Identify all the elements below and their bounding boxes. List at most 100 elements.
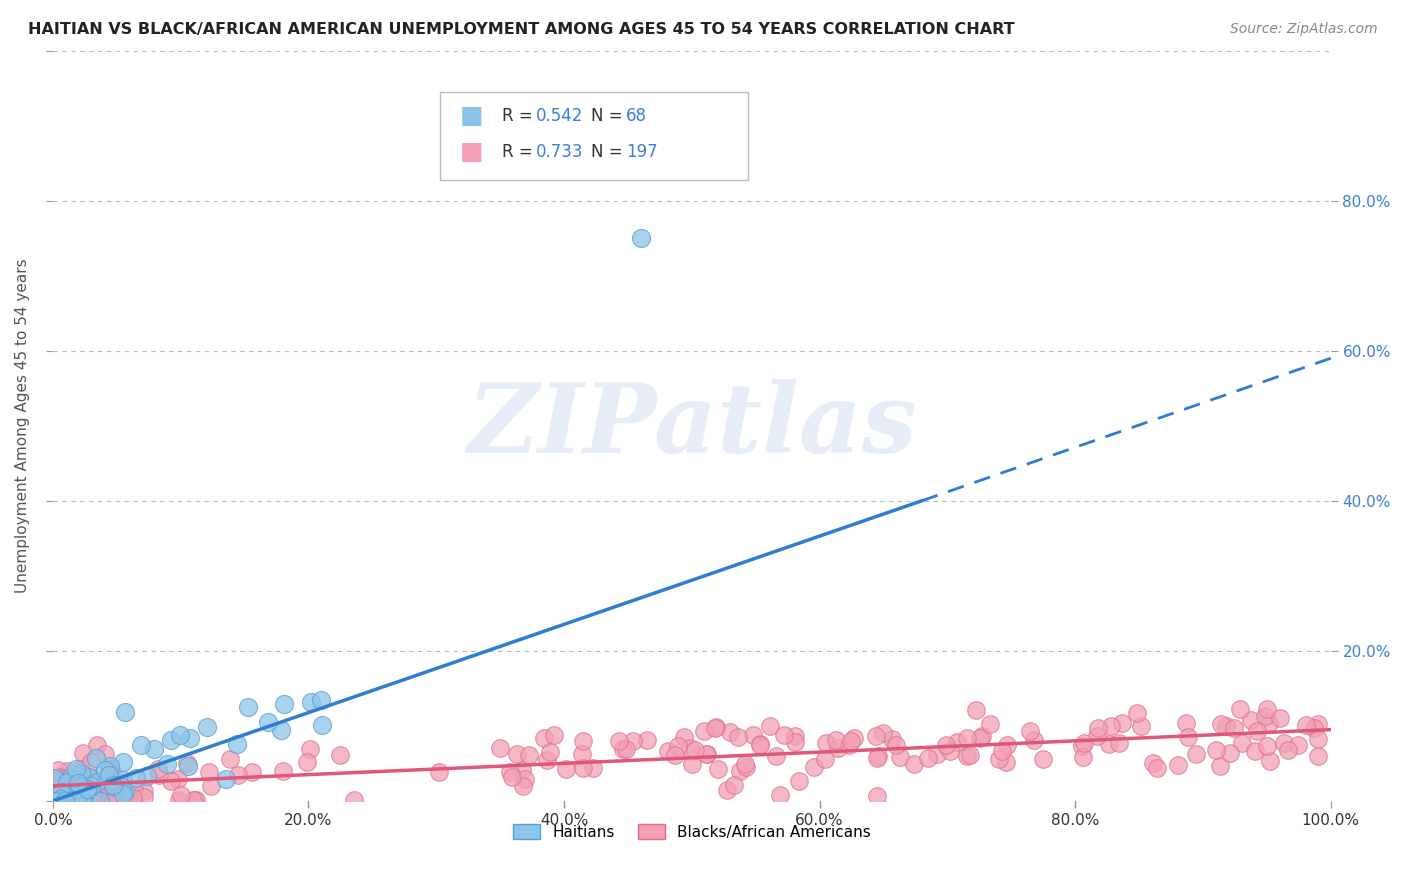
Point xyxy=(988,752,1011,766)
Point xyxy=(1268,711,1291,725)
Point xyxy=(84,751,107,765)
Point xyxy=(995,739,1018,753)
Point xyxy=(1295,718,1317,732)
Point xyxy=(1240,713,1263,727)
Point xyxy=(695,747,717,761)
Point xyxy=(238,699,260,714)
Point xyxy=(995,755,1018,769)
Point xyxy=(98,759,121,773)
Point xyxy=(200,779,222,793)
Point xyxy=(1215,719,1237,733)
Point xyxy=(58,794,80,808)
Point xyxy=(748,738,770,752)
Legend: Haitians, Blacks/African Americans: Haitians, Blacks/African Americans xyxy=(506,818,877,846)
Point xyxy=(91,789,114,803)
Point xyxy=(727,730,749,744)
Point xyxy=(838,738,860,752)
Text: HAITIAN VS BLACK/AFRICAN AMERICAN UNEMPLOYMENT AMONG AGES 45 TO 54 YEARS CORRELA: HAITIAN VS BLACK/AFRICAN AMERICAN UNEMPL… xyxy=(28,22,1015,37)
Point xyxy=(621,734,644,748)
Point xyxy=(965,702,987,716)
Point xyxy=(1126,706,1149,720)
Point xyxy=(1219,746,1241,760)
Point xyxy=(872,726,894,740)
Point xyxy=(179,731,201,745)
Point xyxy=(979,716,1001,731)
Point xyxy=(82,787,104,801)
Point xyxy=(1209,717,1232,731)
Point xyxy=(114,793,136,807)
Point xyxy=(46,773,69,788)
Point xyxy=(156,757,179,772)
Point xyxy=(98,761,121,775)
Point xyxy=(45,794,67,808)
Point xyxy=(1071,750,1094,764)
Point xyxy=(1306,749,1329,764)
Point xyxy=(169,793,191,807)
Point xyxy=(664,747,686,762)
Text: R =: R = xyxy=(502,107,538,125)
Point xyxy=(903,756,925,771)
Point xyxy=(783,735,806,749)
Point xyxy=(82,793,104,807)
Point xyxy=(257,715,280,730)
Point xyxy=(614,742,637,756)
Point xyxy=(226,737,249,751)
Point xyxy=(814,736,837,750)
Point xyxy=(45,785,67,799)
Point xyxy=(114,784,136,798)
Point xyxy=(1246,723,1268,738)
Point xyxy=(1306,717,1329,731)
Point xyxy=(112,772,135,787)
Point xyxy=(146,762,169,776)
Point xyxy=(77,786,100,800)
Point xyxy=(132,784,155,798)
Point xyxy=(148,767,170,781)
Point xyxy=(1223,721,1246,735)
Point xyxy=(270,723,292,737)
Text: 197: 197 xyxy=(626,143,657,161)
Point xyxy=(271,764,294,779)
Point xyxy=(1022,733,1045,747)
Point xyxy=(48,770,70,784)
Point xyxy=(70,762,93,776)
Point xyxy=(67,776,90,790)
Text: ■: ■ xyxy=(460,104,484,128)
Point xyxy=(46,794,69,808)
Point xyxy=(167,772,190,786)
Point xyxy=(72,746,94,760)
Point xyxy=(865,729,887,743)
Point xyxy=(122,793,145,807)
Text: Source: ZipAtlas.com: Source: ZipAtlas.com xyxy=(1230,22,1378,37)
Point xyxy=(1073,736,1095,750)
Point xyxy=(1244,744,1267,758)
Point xyxy=(51,772,73,786)
Text: N =: N = xyxy=(591,143,627,161)
Point xyxy=(311,717,333,731)
Point xyxy=(122,781,145,796)
Point xyxy=(49,791,72,805)
Point xyxy=(536,753,558,767)
Point xyxy=(170,788,193,802)
Point xyxy=(735,760,758,774)
Point xyxy=(515,772,537,786)
Point xyxy=(1232,736,1254,750)
Point xyxy=(1254,708,1277,723)
Point xyxy=(56,775,79,789)
Point xyxy=(917,750,939,764)
Point xyxy=(704,721,727,735)
Point xyxy=(506,747,529,761)
Point xyxy=(1272,736,1295,750)
Point xyxy=(501,770,523,784)
Point xyxy=(825,732,848,747)
Point xyxy=(1306,732,1329,747)
Point xyxy=(704,720,727,734)
Point xyxy=(53,794,76,808)
Point xyxy=(186,793,208,807)
Point xyxy=(512,763,534,777)
Point xyxy=(866,751,889,765)
Point xyxy=(97,774,120,789)
Point xyxy=(89,794,111,808)
Point xyxy=(67,792,90,806)
Point xyxy=(75,781,97,796)
Point xyxy=(176,756,198,771)
